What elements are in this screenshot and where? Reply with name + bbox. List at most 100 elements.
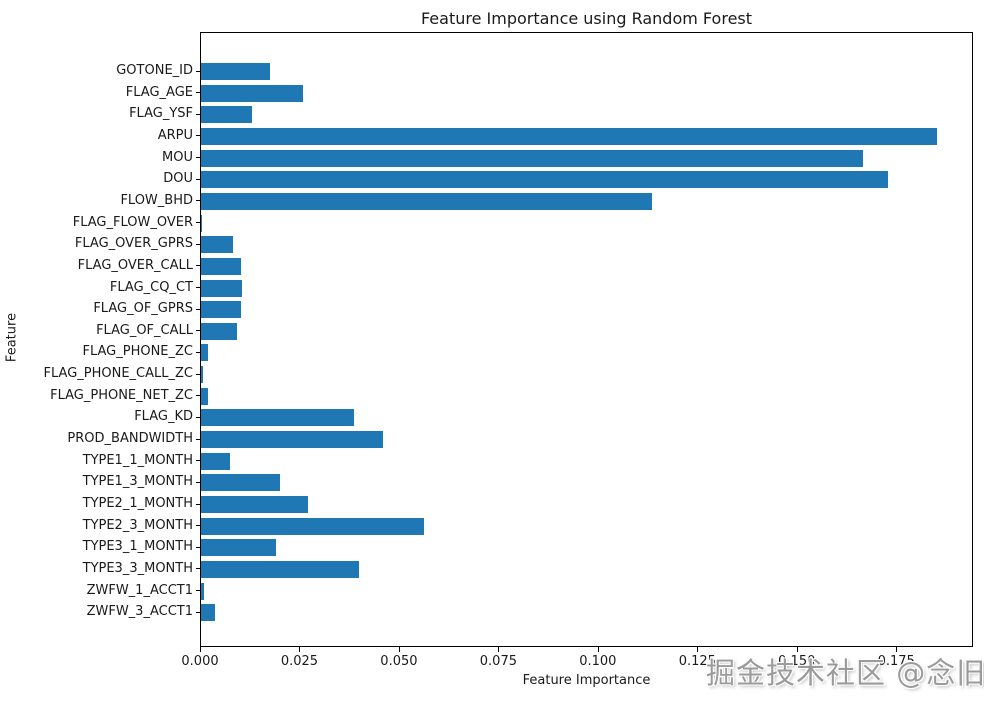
bar-flag_ysf [201,106,252,124]
bar-zwfw_1_acct1 [201,582,204,600]
y-tick-mark [196,525,200,527]
bar-flow_bhd [201,192,653,210]
y-tick-mark [196,416,200,418]
x-tick-label: 0.175 [877,654,915,669]
y-tick-mark [196,157,200,159]
y-axis-label: Feature [4,312,20,363]
bar-flag_phone_zc [201,344,208,362]
y-tick-mark [196,200,200,202]
y-tick-label: FLAG_OVER_GPRS [74,236,193,252]
x-tick-label: 0.125 [678,654,716,669]
y-tick-mark [196,222,200,224]
bar-flag_cq_ct [201,279,243,297]
x-axis-label: Feature Importance [522,673,651,688]
y-tick-label: PROD_BANDWIDTH [67,431,193,447]
chart-title: Feature Importance using Random Forest [420,9,753,28]
y-tick-mark [196,243,200,245]
y-tick-label: TYPE3_1_MONTH [82,539,193,555]
x-tick-mark [697,647,699,652]
y-tick-label: FLAG_OVER_CALL [77,257,193,273]
x-tick-label: 0.100 [579,654,617,669]
y-tick-mark [196,546,200,548]
bar-zwfw_3_acct1 [201,604,215,622]
bar-mou [201,149,863,167]
y-tick-mark [196,568,200,570]
bar-flag_over_gprs [201,236,234,254]
y-tick-label: FLAG_CQ_CT [109,279,193,295]
y-tick-label: TYPE2_3_MONTH [82,517,193,533]
y-tick-mark [196,351,200,353]
y-tick-label: ARPU [157,127,193,143]
y-tick-label: FLAG_YSF [129,106,193,122]
bar-flag_age [201,84,303,102]
y-tick-label: FLAG_FLOW_OVER [72,214,193,230]
y-tick-mark [196,438,200,440]
y-tick-label: FLAG_KD [134,409,193,425]
x-tick-label: 0.050 [380,654,418,669]
bar-flag_of_call [201,322,238,340]
y-tick-mark [196,460,200,462]
y-tick-label: FLAG_PHONE_NET_ZC [50,387,193,403]
x-tick-mark [299,647,301,652]
y-tick-mark [196,503,200,505]
x-tick-label: 0.000 [181,654,219,669]
x-tick-mark [398,647,400,652]
x-tick-mark [597,647,599,652]
y-tick-mark [196,287,200,288]
y-tick-label: FLAG_PHONE_ZC [82,344,193,360]
x-tick-mark [896,647,898,652]
x-tick-mark [498,647,500,652]
y-tick-mark [196,308,200,310]
bar-type2_3_month [201,517,424,535]
y-tick-mark [196,590,200,592]
y-tick-mark [196,611,200,613]
x-tick-label: 0.075 [479,654,517,669]
bar-prod_bandwidth [201,431,383,449]
x-tick-label: 0.025 [280,654,319,669]
y-tick-label: TYPE1_3_MONTH [82,474,193,490]
y-tick-label: TYPE2_1_MONTH [82,496,193,511]
x-tick-mark [200,647,201,652]
y-tick-label: MOU [162,149,193,165]
watermark: 掘金技术社区 @念旧_ [706,656,984,690]
bar-type3_1_month [201,539,276,557]
y-tick-label: FLAG_AGE [125,84,193,100]
y-tick-mark [196,330,200,332]
y-tick-mark [196,481,200,483]
bar-flag_over_call [201,257,242,275]
y-tick-mark [196,395,200,397]
bar-dou [201,171,889,189]
y-tick-mark [196,92,200,94]
y-tick-label: ZWFW_3_ACCT1 [86,604,193,620]
plot-area [200,32,973,647]
y-tick-label: TYPE3_3_MONTH [82,560,193,576]
y-tick-label: DOU [163,171,193,187]
bar-gotone_id [201,63,270,80]
y-tick-mark [196,135,200,137]
bar-type2_1_month [201,496,309,513]
y-tick-label: TYPE1_1_MONTH [82,452,193,468]
y-tick-mark [196,265,200,267]
y-tick-mark [196,113,200,115]
y-tick-label: FLAG_OF_GPRS [93,301,193,317]
bar-flag_of_gprs [201,301,242,319]
y-tick-label: ZWFW_1_ACCT1 [86,582,193,598]
x-tick-mark [796,647,798,652]
y-tick-mark [196,70,200,72]
y-tick-mark [196,373,200,375]
bar-type1_1_month [201,452,231,470]
bar-type3_3_month [201,560,359,578]
y-tick-label: FLOW_BHD [120,192,193,208]
bar-flag_phone_call_zc [201,366,203,384]
y-tick-label: FLAG_OF_CALL [96,322,193,338]
bar-flag_kd [201,409,354,427]
bar-arpu [201,127,937,145]
bar-type1_3_month [201,474,280,492]
y-tick-mark [196,178,200,180]
bar-flag_phone_net_zc [201,387,208,405]
y-tick-label: FLAG_PHONE_CALL_ZC [43,366,193,382]
y-tick-label: GOTONE_ID [116,63,193,78]
x-tick-label: 0.150 [778,654,816,669]
bar-flag_flow_over [201,214,203,232]
